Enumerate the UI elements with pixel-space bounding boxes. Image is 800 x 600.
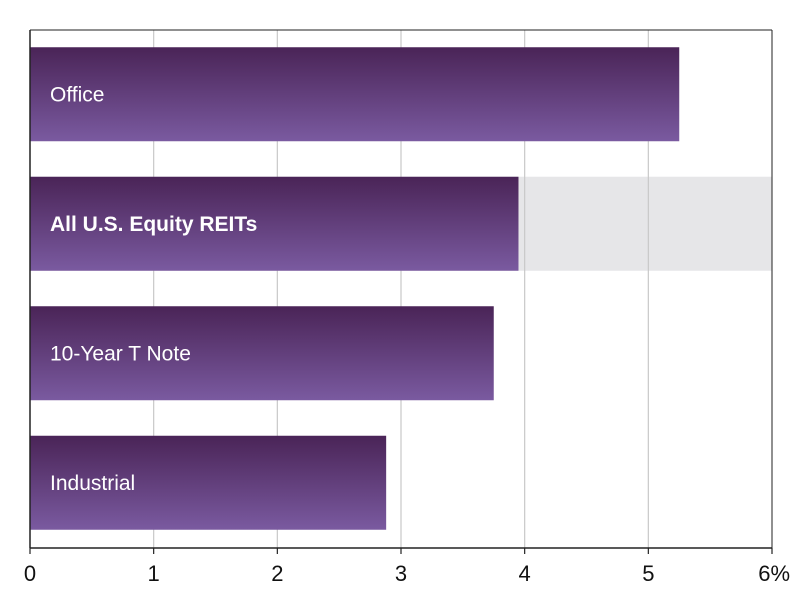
- bar: [30, 306, 494, 401]
- bar-label: Industrial: [50, 472, 135, 495]
- x-tick-label: 5: [642, 561, 654, 586]
- bar: [30, 435, 387, 530]
- x-tick-label: 4: [519, 561, 531, 586]
- x-tick-label: 6%: [758, 561, 790, 586]
- x-tick-label: 2: [271, 561, 283, 586]
- bars-layer: Office All U.S. Equity REITs 10-Year T Not…: [30, 47, 680, 530]
- bar-label: All U.S. Equity REITs: [50, 213, 257, 236]
- bar: [30, 176, 519, 271]
- bar-label: 10-Year T Note: [50, 342, 191, 365]
- tick-labels-layer: 0 1 2 3 4 5 6%: [24, 548, 790, 586]
- x-tick-label: 0: [24, 561, 36, 586]
- x-tick-label: 3: [395, 561, 407, 586]
- bar: [30, 47, 680, 142]
- bar-label: Office: [50, 83, 104, 106]
- x-tick-label: 1: [148, 561, 160, 586]
